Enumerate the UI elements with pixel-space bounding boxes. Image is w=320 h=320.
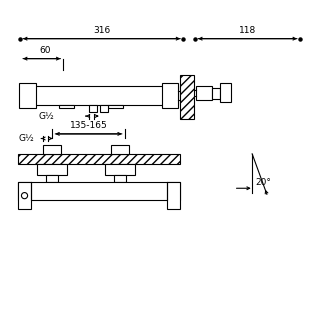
Bar	[18, 155, 180, 164]
Text: 60: 60	[39, 46, 51, 55]
Text: 118: 118	[239, 26, 256, 35]
Bar	[46, 175, 58, 182]
Bar	[89, 105, 97, 112]
Bar	[19, 83, 36, 108]
Text: G½: G½	[19, 134, 35, 143]
Bar	[212, 88, 220, 99]
Bar	[23, 86, 179, 105]
Bar	[43, 145, 61, 155]
Text: 316: 316	[93, 26, 110, 35]
Bar	[111, 145, 129, 155]
Text: 20°: 20°	[255, 178, 271, 187]
Bar	[114, 175, 125, 182]
Bar	[108, 105, 123, 108]
Bar	[162, 83, 179, 108]
Bar	[18, 182, 180, 200]
Text: 135-165: 135-165	[70, 121, 108, 130]
Bar	[37, 164, 67, 175]
Bar	[220, 83, 231, 102]
Bar	[167, 182, 180, 209]
Text: G½: G½	[38, 112, 54, 121]
Bar	[18, 182, 31, 209]
Bar	[180, 75, 194, 119]
Bar	[196, 86, 212, 100]
Bar	[100, 105, 108, 112]
Bar	[59, 105, 74, 108]
Bar	[105, 164, 135, 175]
